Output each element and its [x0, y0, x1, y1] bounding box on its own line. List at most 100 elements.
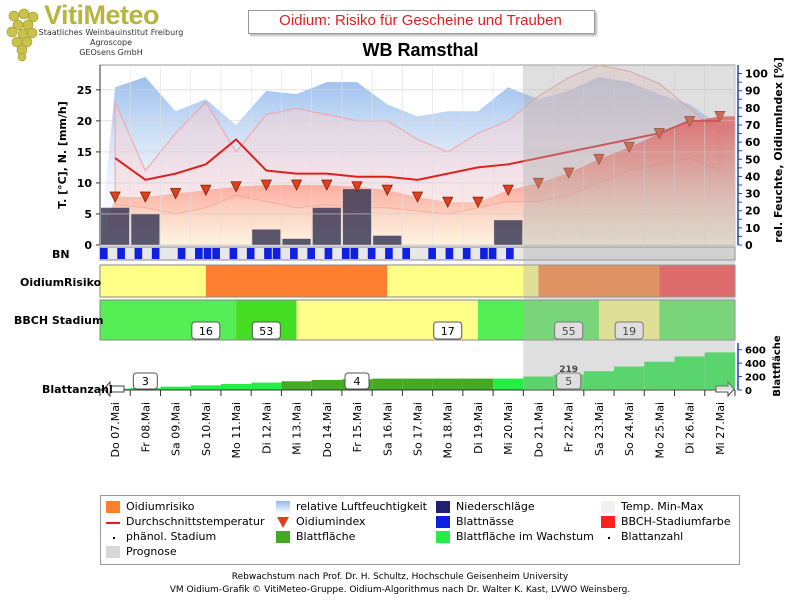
- bn-cell: [385, 248, 393, 259]
- y-right-tick-label: 10: [745, 222, 761, 235]
- leaf-tick-label: 400: [745, 359, 766, 370]
- y-right-tick-label: 50: [745, 153, 761, 166]
- legend-swatch: [436, 501, 450, 513]
- legend-swatch: [601, 516, 615, 528]
- oidium-index-marker: [563, 167, 575, 179]
- x-tick-label: Fr 15.Mai: [351, 402, 364, 452]
- risk-segment: [205, 265, 388, 297]
- x-tick-label: Di 19.Mai: [472, 402, 485, 454]
- footer-line-2: VM Oidium-Grafik © VitiMeteo-Gruppe. Oid…: [169, 585, 631, 595]
- bbch-stage-label: 19: [622, 325, 636, 338]
- chart-subtitle: WB Ramsthal: [362, 40, 479, 60]
- leaf-area-bar: [462, 378, 494, 390]
- risk-segment: [387, 265, 539, 297]
- bbch-stage-label: 53: [259, 325, 273, 338]
- legend-swatch: [608, 537, 610, 539]
- x-tick-label: Sa 23.Mai: [593, 402, 606, 456]
- legend-label: Oidiumindex: [296, 515, 366, 528]
- legend-item: Blattfläche im Wachstum: [436, 530, 594, 543]
- oidium-index-marker: [623, 141, 635, 154]
- legend-swatch: [113, 537, 115, 539]
- x-tick-label: Sa 16.Mai: [381, 402, 394, 456]
- x-tick-label: Mi 13.Mai: [291, 402, 304, 455]
- bbch-stage-box: [614, 321, 644, 340]
- bn-cell: [480, 248, 488, 259]
- x-tick-label: Fr 08.Mai: [139, 402, 152, 452]
- legend-label: Blattfläche im Wachstum: [456, 530, 594, 543]
- oidium-index-marker: [321, 179, 333, 191]
- oidium-index-marker: [169, 188, 182, 200]
- legend-label: relative Luftfeuchtigkeit: [296, 500, 427, 513]
- risk-frame: [99, 264, 736, 298]
- risk-segment: [659, 265, 735, 297]
- y-tick-label: 25: [77, 84, 92, 97]
- x-tick-label: Fr 22.Mai: [563, 402, 576, 452]
- legend-item: Prognose: [106, 545, 177, 558]
- y-tick-label: 5: [84, 208, 92, 221]
- leaf-area-bar: [311, 379, 342, 390]
- logo-line-3: GEOsens GmbH: [79, 48, 143, 57]
- legend-item: Temp. Min-Max: [601, 500, 704, 513]
- precipitation-bar: [131, 213, 160, 245]
- legend-label: Blattanzahl: [621, 530, 684, 543]
- bn-cell: [324, 248, 333, 259]
- leaf-count-axis-label: Blattanzahl: [42, 383, 113, 396]
- leaf-count-box: [132, 372, 158, 390]
- footer-line-1: Rebwachstum nach Prof. Dr. H. Schultz, H…: [231, 572, 569, 582]
- y-right-axis-label: rel. Feuchte, OidiumIndex [%]: [772, 57, 785, 242]
- oidium-index-marker: [502, 184, 514, 197]
- legend-label: Durchschnittstemperatur: [126, 515, 265, 528]
- bn-cell: [203, 248, 212, 259]
- oidium-index-marker: [532, 177, 545, 190]
- chart-title-box: [248, 10, 595, 34]
- bn-cell: [341, 248, 350, 259]
- x-tick-label: Di 26.Mai: [684, 402, 697, 454]
- y-right-tick-label: 80: [745, 102, 761, 115]
- legend-swatch: [601, 501, 615, 513]
- bn-cell: [307, 248, 315, 259]
- x-tick-label: Do 14.Mai: [321, 402, 334, 457]
- bbch-stage-box: [191, 321, 221, 340]
- bbch-stage-label: 16: [199, 325, 213, 338]
- leaf-tick-label: 600: [745, 346, 766, 357]
- bbch-stage-box: [251, 321, 281, 340]
- leaf-tick-label: 0: [745, 386, 752, 397]
- x-tick-label: Do 07.Mai: [109, 402, 122, 457]
- legend-item: Niederschläge: [436, 500, 535, 513]
- y-right-tick-label: 40: [745, 170, 761, 183]
- leaf-count-label: 3: [142, 375, 149, 388]
- legend-item: Blattnässe: [436, 515, 514, 528]
- leaf-count-box: [556, 372, 582, 390]
- oidium-index-marker: [653, 128, 666, 140]
- bbch-stage-label: 55: [562, 325, 576, 338]
- leaf-area-bar: [674, 356, 705, 390]
- leaf-area-bar: [432, 378, 463, 390]
- y-tick-label: 10: [77, 177, 93, 190]
- bn-cell: [462, 248, 471, 259]
- avg-temperature-line: [114, 119, 720, 181]
- x-tick-label: So 17.Mai: [412, 402, 425, 456]
- oidium-index-marker: [714, 111, 726, 123]
- legend-item: Oidiumrisiko: [106, 500, 195, 513]
- legend-item: relative Luftfeuchtigkeit: [276, 500, 427, 513]
- x-tick-label: Mo 25.Mai: [653, 402, 666, 459]
- oidium-index-marker: [260, 179, 272, 191]
- precipitation-bar: [373, 235, 402, 245]
- leaf-area-bar: [281, 381, 312, 390]
- bn-cell: [290, 248, 298, 259]
- oidium-index-marker: [411, 191, 424, 203]
- legend-swatch: [106, 501, 120, 513]
- legend: Oidiumrisiko relative Luftfeuchtigkeit Nie…: [100, 495, 740, 565]
- legend-label: Blattnässe: [456, 515, 514, 528]
- legend-swatch: [106, 546, 120, 558]
- bn-cell: [264, 248, 272, 259]
- bn-cell: [151, 248, 160, 259]
- risk-segment: [100, 265, 206, 297]
- leaf-count-label: 4: [354, 375, 361, 388]
- leaf-area-bar: [402, 378, 433, 390]
- leaf-area-bar: [220, 383, 252, 390]
- bn-cell: [445, 248, 454, 259]
- oidium-index-marker: [351, 181, 363, 193]
- y-right-tick-label: 90: [745, 85, 761, 98]
